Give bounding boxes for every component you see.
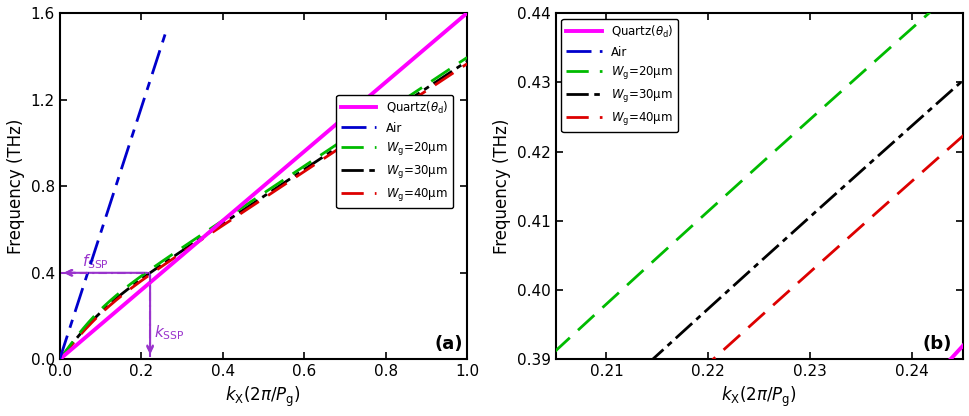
Text: (b): (b) bbox=[922, 335, 951, 353]
Y-axis label: Frequency (THz): Frequency (THz) bbox=[7, 119, 25, 254]
Text: $k_\mathrm{SSP}$: $k_\mathrm{SSP}$ bbox=[154, 324, 184, 342]
Legend: Quartz($\theta_\mathrm{d}$), Air, $W_\mathrm{g}$=20μm, $W_\mathrm{g}$=30μm, $W_\: Quartz($\theta_\mathrm{d}$), Air, $W_\ma… bbox=[336, 95, 453, 208]
Legend: Quartz($\theta_\mathrm{d}$), Air, $W_\mathrm{g}$=20μm, $W_\mathrm{g}$=30μm, $W_\: Quartz($\theta_\mathrm{d}$), Air, $W_\ma… bbox=[561, 19, 677, 132]
X-axis label: $k_\mathrm{X}(2\pi/P_\mathrm{g})$: $k_\mathrm{X}(2\pi/P_\mathrm{g})$ bbox=[225, 385, 301, 409]
Y-axis label: Frequency (THz): Frequency (THz) bbox=[492, 119, 511, 254]
Text: (a): (a) bbox=[434, 335, 462, 353]
X-axis label: $k_\mathrm{X}(2\pi/P_\mathrm{g})$: $k_\mathrm{X}(2\pi/P_\mathrm{g})$ bbox=[721, 385, 797, 409]
Text: $f_\mathrm{SSP}$: $f_\mathrm{SSP}$ bbox=[82, 253, 109, 271]
